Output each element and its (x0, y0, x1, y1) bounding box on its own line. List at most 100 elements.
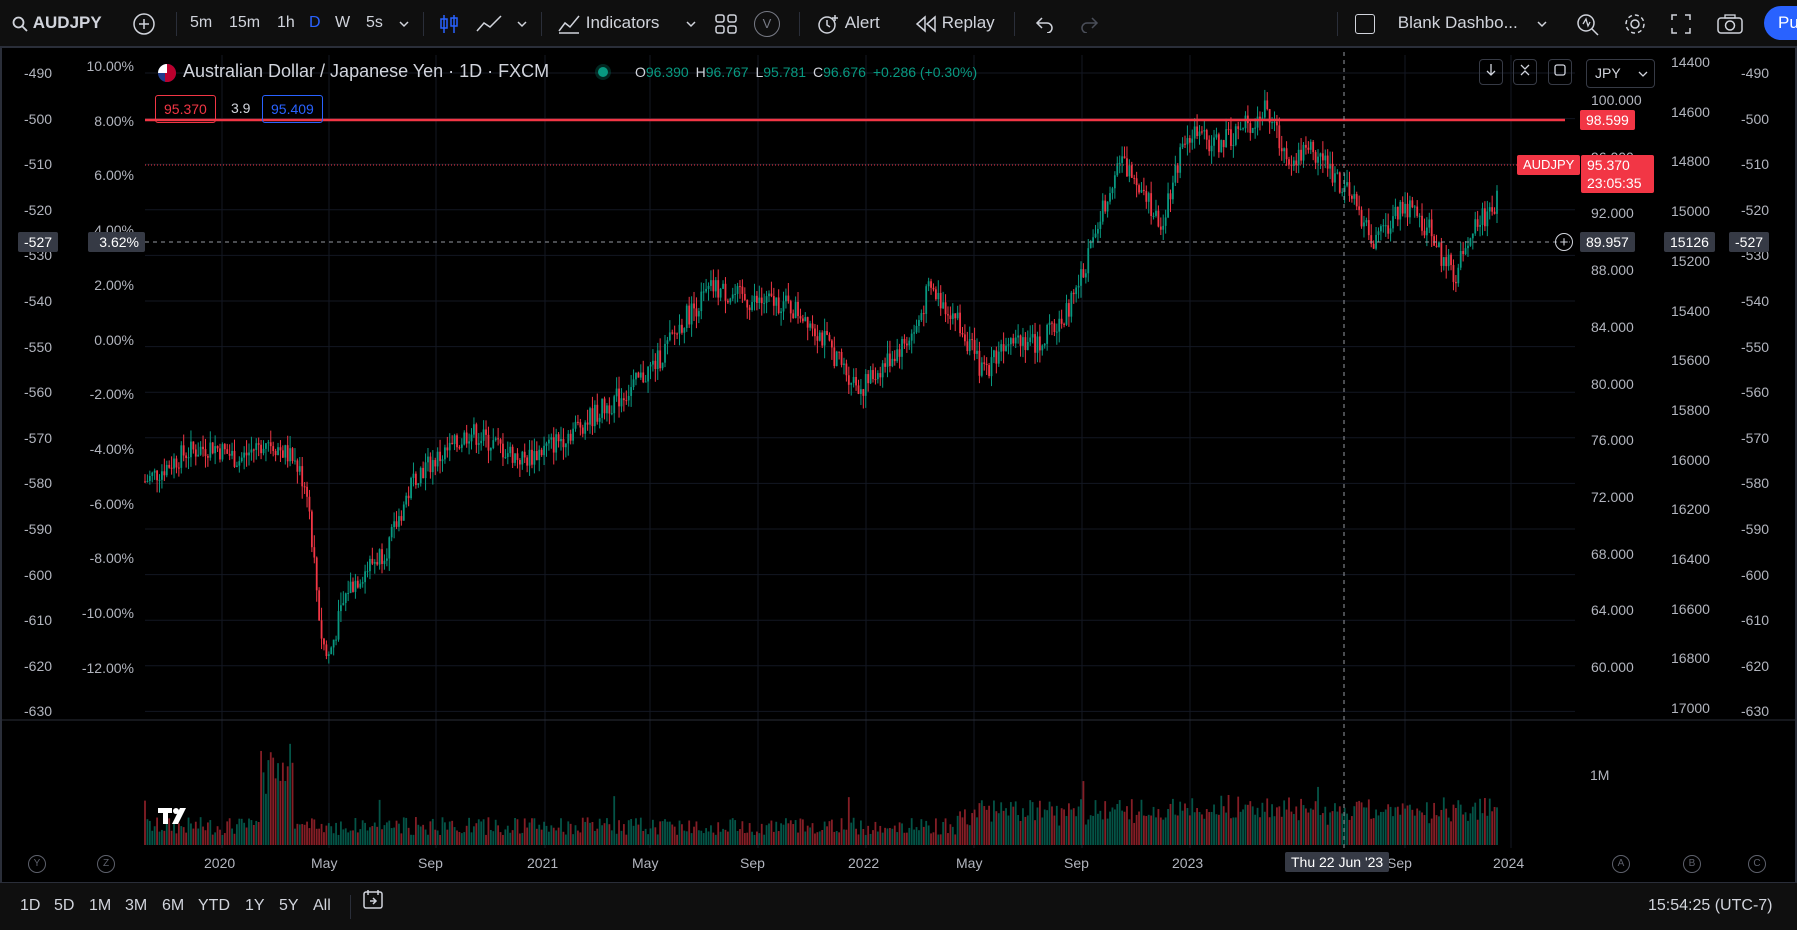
v-button[interactable]: V (754, 0, 780, 46)
indicators-dropdown[interactable] (685, 0, 697, 46)
chevron-down-icon (1638, 71, 1648, 77)
chart-canvas[interactable] (0, 48, 1797, 882)
candle-body (748, 307, 751, 311)
maximize-pane-button[interactable] (1548, 59, 1572, 85)
range-button-1m[interactable]: 1M (89, 897, 112, 914)
volume-bar (310, 818, 313, 845)
collapse-pane-button[interactable] (1513, 59, 1537, 85)
right-inner-tick-label: 15800 (1671, 401, 1710, 418)
currency-select[interactable]: JPY (1586, 59, 1655, 88)
candle-body (714, 280, 717, 292)
interval-dropdown-button[interactable] (398, 0, 410, 46)
go-to-date-button[interactable] (362, 883, 386, 929)
settings-button[interactable] (1623, 0, 1647, 46)
scale-button-b[interactable]: B (1683, 855, 1701, 873)
candle-body (947, 314, 949, 316)
publish-button[interactable]: Pu (1764, 6, 1797, 40)
line-tool-button[interactable] (475, 0, 503, 46)
compare-symbol-button[interactable] (132, 0, 156, 46)
redo-button[interactable] (1079, 0, 1101, 46)
volume-bar (381, 829, 383, 845)
chart-area[interactable] (0, 48, 1797, 882)
range-button-6m[interactable]: 6M (162, 897, 185, 914)
candle-body (335, 639, 337, 641)
scale-button-y[interactable]: Y (28, 855, 46, 873)
interval-15m[interactable]: 15m (229, 14, 261, 31)
volume-bar (976, 817, 978, 845)
volume-bar (630, 818, 633, 845)
volume-bar (458, 831, 461, 845)
market-status-icon[interactable] (598, 67, 608, 77)
candle-body (1227, 129, 1230, 131)
symbol-title[interactable]: Australian Dollar / Japanese Yen · 1D · … (183, 61, 550, 81)
candle-body (644, 381, 647, 383)
candle-body (289, 448, 292, 462)
candle-body (1382, 225, 1385, 227)
candle-body (939, 292, 942, 309)
range-button-3m[interactable]: 3M (125, 897, 148, 914)
volume-bar (1447, 817, 1450, 845)
interval-d[interactable]: D (309, 14, 321, 31)
volume-bar (610, 830, 613, 845)
candle-body (170, 467, 173, 469)
layout-select-button[interactable]: Blank Dashbo... (1355, 0, 1518, 46)
undo-button[interactable] (1033, 0, 1055, 46)
quick-search-button[interactable] (1575, 0, 1601, 46)
open-label: O (635, 64, 646, 80)
alert-button[interactable]: Alert (815, 0, 880, 46)
interval-5s[interactable]: 5s (366, 14, 383, 31)
volume-bar (792, 824, 795, 845)
candle-body (925, 286, 928, 314)
candle-body (1072, 292, 1075, 295)
scale-button-z[interactable]: Z (97, 855, 115, 873)
candle-body (1447, 254, 1450, 267)
volume-bar (1367, 799, 1370, 845)
interval-w[interactable]: W (335, 14, 351, 31)
volume-bar (968, 825, 971, 845)
candle-body (567, 433, 570, 444)
volume-bar (506, 825, 509, 845)
indicators-button[interactable]: Indicators (557, 0, 659, 46)
chart-style-dropdown[interactable] (516, 0, 528, 46)
volume-bar (661, 821, 664, 845)
volume-bar (1038, 800, 1041, 845)
buy-button[interactable]: 95.409 (262, 95, 323, 123)
symbol-search-button[interactable]: AUDJPY (12, 0, 102, 46)
clock-timezone[interactable]: 15:54:25 (UTC-7) (1648, 897, 1773, 914)
candle-body (985, 363, 988, 366)
range-button-1y[interactable]: 1Y (245, 897, 265, 914)
move-pane-down-button[interactable] (1479, 59, 1503, 85)
candle-body (676, 333, 678, 335)
volume-bar (1457, 800, 1460, 845)
grid-icon (715, 13, 737, 34)
range-button-5d[interactable]: 5D (54, 897, 75, 914)
range-button-5y[interactable]: 5Y (279, 897, 299, 914)
sell-button[interactable]: 95.370 (155, 95, 216, 123)
interval-5m[interactable]: 5m (190, 14, 213, 31)
candle-body (492, 440, 495, 448)
scale-button-a[interactable]: A (1612, 855, 1630, 873)
volume-bar (601, 825, 604, 845)
scale-button-c[interactable]: C (1748, 855, 1766, 873)
replay-button[interactable]: Replay (915, 0, 995, 46)
candle-body (1394, 206, 1397, 217)
layout-dropdown[interactable] (1536, 0, 1548, 46)
templates-button[interactable] (714, 0, 738, 46)
volume-bar (284, 781, 287, 845)
snapshot-button[interactable] (1716, 0, 1744, 46)
fullscreen-button[interactable] (1670, 0, 1692, 46)
candle-body (763, 302, 766, 304)
candle-body (814, 328, 816, 337)
candle-body (1213, 137, 1215, 146)
range-button-1d[interactable]: 1D (20, 897, 41, 914)
volume-bar (930, 833, 932, 845)
candle-body (528, 449, 531, 466)
left-outer-tick-label: -630 (24, 703, 53, 720)
range-button-all[interactable]: All (313, 897, 331, 914)
interval-1h[interactable]: 1h (277, 14, 295, 31)
chart-type-button[interactable] (438, 0, 460, 46)
add-alert-plus-icon[interactable]: + (1555, 233, 1573, 251)
range-button-ytd[interactable]: YTD (198, 897, 230, 914)
candle-body (652, 360, 654, 365)
candle-body (1346, 182, 1348, 186)
